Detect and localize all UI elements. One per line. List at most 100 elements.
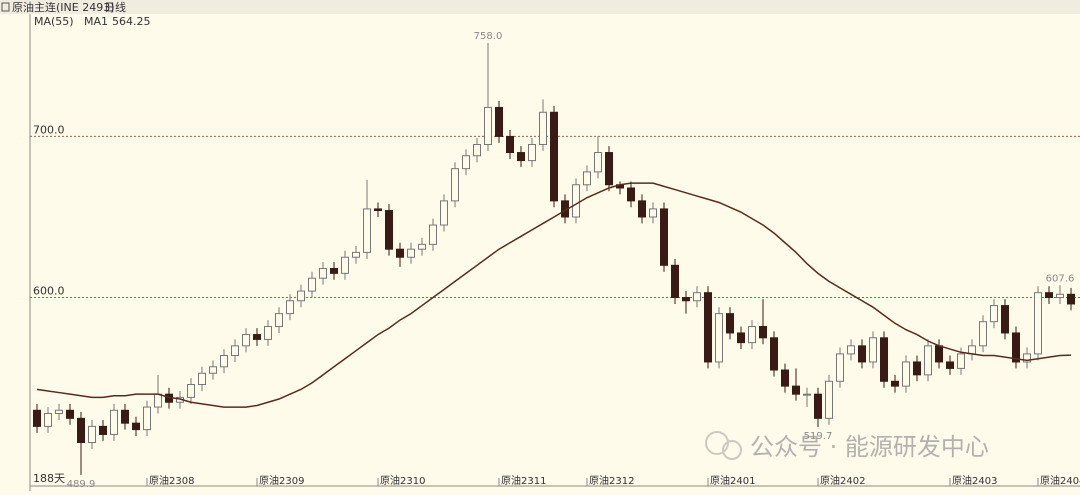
x-tick-label: 原油2310	[380, 474, 425, 487]
candle-body	[242, 334, 250, 347]
candle-body	[77, 417, 85, 444]
candle-body	[770, 337, 778, 371]
candle-body	[275, 313, 283, 328]
candle-body	[418, 243, 426, 250]
toolbar-icon	[1, 2, 10, 12]
candle-body	[803, 393, 811, 396]
candle-body	[132, 422, 140, 431]
candle-body	[99, 425, 107, 435]
candle-body	[374, 208, 382, 212]
candle-body	[154, 393, 162, 408]
candle-body	[1001, 305, 1009, 334]
period-selector[interactable]: 日线	[104, 0, 126, 14]
ma-line	[36, 182, 1072, 408]
candle-body	[396, 248, 404, 258]
candle-body	[528, 143, 536, 162]
candle-body	[957, 353, 965, 369]
candle-body	[121, 409, 129, 424]
extreme-label: 519.7	[804, 431, 833, 442]
candle-body	[319, 268, 327, 279]
range-label: 188天	[33, 472, 65, 485]
x-tick-label: 原油2312	[589, 474, 634, 487]
candle-body	[231, 345, 239, 357]
y-tick-label: 600.0	[33, 285, 65, 298]
candle-body	[44, 413, 52, 427]
candle-body	[979, 321, 987, 347]
candle-body	[671, 264, 679, 299]
candle-body	[385, 210, 393, 250]
candle-body	[198, 372, 206, 386]
candle-body	[341, 256, 349, 274]
candle-body	[88, 425, 96, 444]
x-tick-label: 原油2401	[710, 474, 755, 487]
candle-body	[946, 361, 954, 369]
indicator-name[interactable]: MA(55)	[34, 15, 74, 28]
candle-body	[429, 224, 437, 245]
candle-body	[902, 361, 910, 387]
extreme-label: 489.9	[67, 479, 96, 490]
candle-body	[517, 152, 525, 162]
candle-body	[253, 334, 261, 340]
x-tick-label: 原油2404	[1040, 474, 1080, 487]
candle-body	[704, 292, 712, 363]
extreme-label: 607.6	[1046, 273, 1075, 284]
candle-body	[1023, 353, 1031, 363]
candle-body	[858, 345, 866, 363]
candle-body	[814, 393, 822, 419]
candle-body	[1056, 293, 1064, 299]
x-tick-label: 原油2402	[820, 474, 865, 487]
x-tick-label: 原油2309	[259, 474, 304, 487]
candle-body	[220, 355, 228, 368]
candle-body	[1034, 292, 1042, 355]
candle-body	[451, 168, 459, 202]
candle-body	[495, 106, 503, 137]
candle-body	[462, 155, 470, 170]
candle-body	[352, 251, 360, 258]
legend-value: 564.25	[112, 15, 151, 28]
candle-body	[792, 385, 800, 395]
candle-body	[891, 380, 899, 387]
candle-body	[484, 106, 492, 145]
candle-body	[605, 152, 613, 186]
candle-body	[649, 208, 657, 218]
candle-body	[748, 326, 756, 344]
candle-body	[880, 337, 888, 382]
candle-body	[286, 300, 294, 315]
candle-body	[594, 152, 602, 173]
candle-body	[836, 353, 844, 382]
candle-body	[726, 313, 734, 334]
candle-body	[847, 345, 855, 355]
candle-body	[506, 135, 514, 154]
candle-body	[66, 409, 74, 419]
candle-body	[968, 345, 976, 355]
candle-body	[407, 248, 415, 258]
candle-body	[627, 187, 635, 202]
toolbar	[0, 0, 1080, 14]
x-tick-label: 原油2403	[952, 474, 997, 487]
candle-body	[550, 111, 558, 202]
legend-entry: MA1 564.25	[84, 15, 151, 28]
legend-name: MA1	[84, 15, 108, 28]
candle-body	[990, 305, 998, 323]
candle-body	[660, 208, 668, 266]
candle-body	[363, 208, 371, 253]
candle-body	[924, 345, 932, 376]
extreme-label: 758.0	[474, 31, 503, 42]
candle-body	[209, 366, 217, 374]
candle-body	[308, 277, 316, 292]
candle-body	[143, 406, 151, 431]
x-tick-label: 原油2308	[149, 474, 194, 487]
candle-body	[572, 184, 580, 218]
symbol-title[interactable]: 原油主连(INE 2493)	[12, 0, 115, 14]
candle-body	[869, 337, 877, 363]
watermark-icon	[705, 431, 742, 460]
candle-body	[187, 384, 195, 398]
candle-body	[110, 409, 118, 435]
candle-body	[781, 369, 789, 387]
candle-body	[583, 171, 591, 186]
candle-body	[1012, 332, 1020, 363]
candle-body	[1045, 292, 1053, 299]
y-tick-label: 700.0	[33, 123, 65, 136]
